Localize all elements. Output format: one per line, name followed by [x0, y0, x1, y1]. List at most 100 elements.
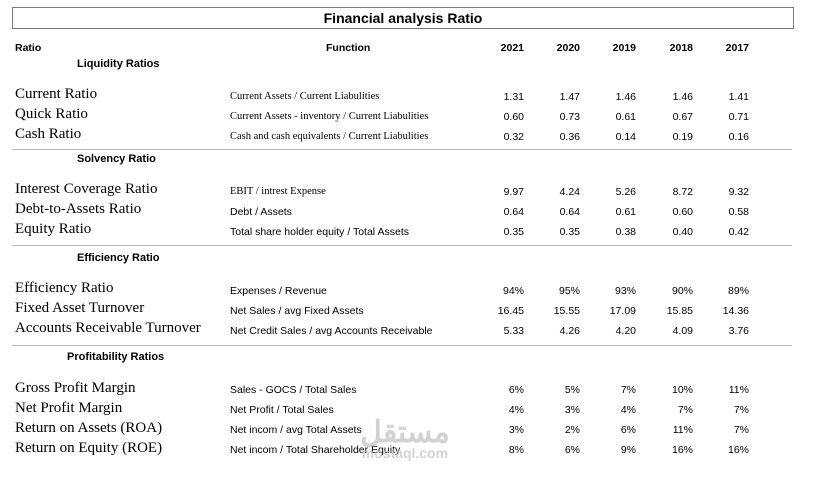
value-cell: 0.73	[559, 111, 580, 123]
value-cell: 5.33	[503, 325, 524, 337]
value-cell: 1.46	[672, 91, 693, 103]
value-cell: 8%	[508, 444, 524, 456]
value-cell: 3%	[508, 424, 524, 436]
ratio-function: Debt / Assets	[230, 206, 292, 218]
value-cell: 9.32	[728, 186, 749, 198]
value-cell: 8.72	[672, 186, 693, 198]
section-divider	[12, 245, 792, 246]
ratio-function: Net Sales / avg Fixed Assets	[230, 305, 364, 317]
ratio-label: Gross Profit Margin	[15, 380, 136, 396]
section-profitability-title: Profitability Ratios	[67, 351, 165, 363]
ratio-label: Fixed Asset Turnover	[15, 300, 145, 316]
value-cell: 1.47	[559, 91, 580, 103]
mostaql-watermark: مستقل mostaql.com	[360, 418, 450, 461]
value-cell: 4.26	[559, 325, 580, 337]
value-cell: 4%	[508, 404, 524, 416]
value-cell: 0.64	[503, 206, 524, 218]
value-cell: 16.45	[497, 305, 524, 317]
value-cell: 0.60	[672, 206, 693, 218]
value-cell: 9%	[620, 444, 636, 456]
value-cell: 10%	[671, 384, 693, 396]
value-cell: 95%	[558, 285, 580, 297]
value-cell: 1.41	[728, 91, 749, 103]
value-cell: 1.31	[503, 91, 524, 103]
value-cell: 6%	[564, 444, 580, 456]
value-cell: 4.20	[615, 325, 636, 337]
ratio-function: Sales - GOCS / Total Sales	[230, 384, 357, 396]
ratio-label: Efficiency Ratio	[15, 280, 114, 296]
ratio-function: Current Assets / Current Liabulities	[230, 91, 380, 102]
value-cell: 0.42	[728, 226, 749, 238]
value-cell: 11%	[672, 424, 693, 436]
ratio-function: Current Assets - inventory / Current Lia…	[230, 111, 429, 122]
section-efficiency-title: Efficiency Ratio	[77, 252, 160, 264]
header-year-2020: 2020	[556, 42, 580, 54]
value-cell: 93%	[614, 285, 636, 297]
page-title: Financial analysis Ratio	[12, 7, 794, 29]
value-cell: 0.61	[615, 111, 636, 123]
value-cell: 0.71	[728, 111, 749, 123]
value-cell: 6%	[508, 384, 524, 396]
value-cell: 11%	[728, 384, 749, 396]
value-cell: 7%	[620, 384, 636, 396]
value-cell: 0.14	[615, 131, 636, 143]
ratio-label: Current Ratio	[15, 86, 98, 102]
ratio-function: Cash and cash equivalents / Current Liab…	[230, 131, 429, 142]
ratio-label: Cash Ratio	[15, 126, 82, 142]
value-cell: 17.09	[609, 305, 636, 317]
value-cell: 7%	[733, 424, 749, 436]
value-cell: 5%	[564, 384, 580, 396]
value-cell: 16%	[671, 444, 693, 456]
ratio-label: Return on Assets (ROA)	[15, 420, 163, 436]
value-cell: 15.85	[666, 305, 693, 317]
value-cell: 90%	[671, 285, 693, 297]
ratio-function: Net Profit / Total Sales	[230, 404, 334, 416]
ratio-label: Accounts Receivable Turnover	[15, 320, 201, 336]
ratio-function: Net incom / Total Shareholder Equity	[230, 444, 401, 456]
value-cell: 16%	[727, 444, 749, 456]
value-cell: 0.60	[503, 111, 524, 123]
value-cell: 0.67	[672, 111, 693, 123]
value-cell: 0.32	[503, 131, 524, 143]
value-cell: 4.24	[559, 186, 580, 198]
header-year-2018: 2018	[669, 42, 693, 54]
value-cell: 6%	[620, 424, 636, 436]
header-year-2021: 2021	[500, 42, 524, 54]
value-cell: 3.76	[728, 325, 749, 337]
value-cell: 0.40	[672, 226, 693, 238]
value-cell: 15.55	[553, 305, 580, 317]
ratio-label: Interest Coverage Ratio	[15, 181, 158, 197]
section-liquidity-title: Liquidity Ratios	[77, 58, 160, 70]
value-cell: 4.09	[672, 325, 693, 337]
value-cell: 0.35	[503, 226, 524, 238]
header-function: Function	[326, 42, 371, 54]
value-cell: 0.38	[615, 226, 636, 238]
ratio-function: EBIT / intrest Expense	[230, 186, 326, 197]
header-year-2019: 2019	[612, 42, 636, 54]
header-year-2017: 2017	[725, 42, 749, 54]
value-cell: 1.46	[615, 91, 636, 103]
value-cell: 0.64	[559, 206, 580, 218]
watermark-latin: mostaql.com	[361, 445, 449, 461]
value-cell: 0.61	[615, 206, 636, 218]
value-cell: 14.36	[722, 305, 749, 317]
ratio-label: Quick Ratio	[15, 106, 88, 122]
value-cell: 94%	[502, 285, 524, 297]
value-cell: 4%	[620, 404, 636, 416]
ratio-function: Net incom / avg Total Assets	[230, 424, 362, 436]
ratio-label: Debt-to-Assets Ratio	[15, 201, 142, 217]
ratio-function: Expenses / Revenue	[230, 285, 327, 297]
value-cell: 9.97	[503, 186, 524, 198]
ratio-function: Total share holder equity / Total Assets	[230, 226, 409, 238]
value-cell: 7%	[733, 404, 749, 416]
value-cell: 3%	[564, 404, 580, 416]
header-ratio: Ratio	[15, 42, 42, 54]
value-cell: 0.58	[728, 206, 749, 218]
value-cell: 89%	[727, 285, 749, 297]
value-cell: 2%	[564, 424, 580, 436]
section-divider	[12, 345, 792, 346]
section-solvency-title: Solvency Ratio	[77, 153, 156, 165]
ratio-label: Return on Equity (ROE)	[15, 440, 163, 456]
section-divider	[12, 149, 792, 150]
ratio-label: Net Profit Margin	[15, 400, 123, 416]
